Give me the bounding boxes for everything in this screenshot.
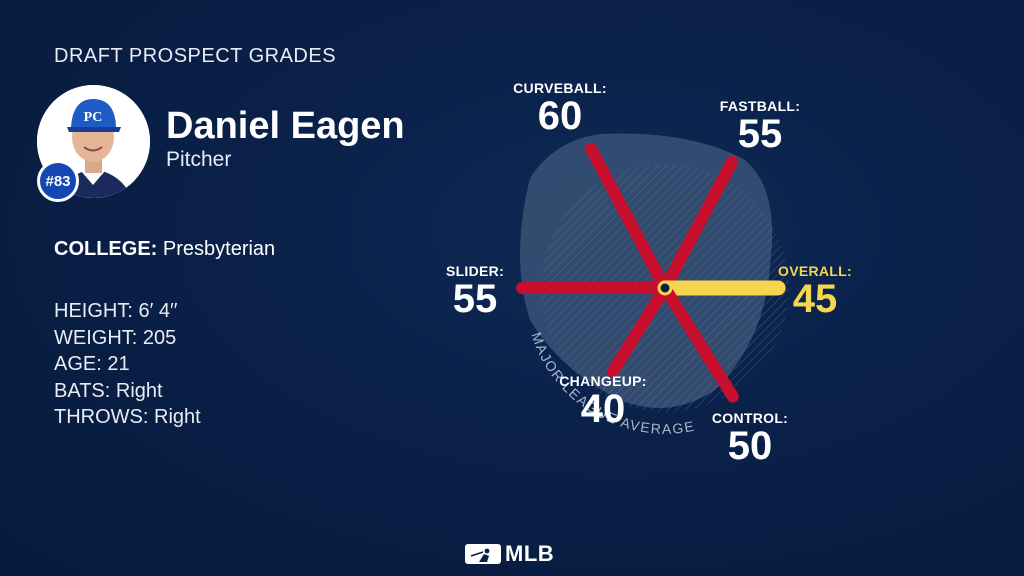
spoke-control <box>659 282 739 403</box>
stat-weight: WEIGHT: 205 <box>54 326 177 349</box>
grade-value-slider: 55 <box>452 277 498 321</box>
page-title: DRAFT PROSPECT GRADES <box>54 45 337 67</box>
grade-value-control: 50 <box>727 424 773 468</box>
jersey-number-badge: #83 <box>37 160 79 202</box>
grade-value-fastball: 55 <box>737 112 783 156</box>
grade-label-curveball: CURVEBALL: <box>513 80 607 96</box>
player-stats: HEIGHT: 6′ 4′′ WEIGHT: 205 AGE: 21 BATS:… <box>54 298 201 431</box>
stat-height: HEIGHT: 6′ 4′′ <box>54 300 178 322</box>
college-value: Presbyterian <box>162 238 276 260</box>
stat-bats: BATS: Right <box>54 379 163 402</box>
college-line: COLLEGE: Presbyterian <box>54 238 275 261</box>
grade-value-curveball: 60 <box>537 94 583 138</box>
player-name: Daniel Eagen <box>166 105 405 147</box>
grade-value-changeup: 40 <box>580 387 626 431</box>
svg-text:PC: PC <box>84 110 103 125</box>
mlb-logo-text: MLB <box>505 541 555 566</box>
grade-label-fastball: FASTBALL: <box>719 98 801 114</box>
mlb-logo: MLB <box>465 541 554 567</box>
college-key: COLLEGE: <box>54 238 158 260</box>
grade-label-changeup: CHANGEUP: <box>559 373 647 389</box>
spoke-changeup <box>606 282 671 378</box>
mlb-batter-icon <box>465 544 501 564</box>
grade-label-overall: OVERALL: <box>778 263 852 279</box>
spoke-fastball <box>659 155 739 294</box>
chart-center-dot <box>657 280 673 296</box>
player-position: Pitcher <box>166 148 232 171</box>
grade-value-overall: 45 <box>792 277 838 321</box>
grade-label-control: CONTROL: <box>711 410 789 426</box>
grade-label-slider: SLIDER: <box>445 263 505 279</box>
spoke-curveball <box>584 142 671 294</box>
stat-throws: THROWS: Right <box>54 406 201 428</box>
stat-age: AGE: 21 <box>54 353 130 375</box>
